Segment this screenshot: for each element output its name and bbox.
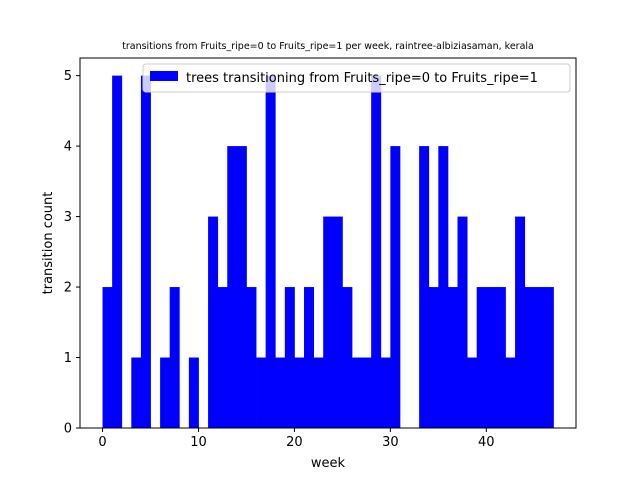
bar-week-27 [361, 357, 372, 428]
bar-week-6 [160, 357, 171, 428]
bar-week-9 [188, 357, 199, 428]
bar-week-15 [246, 287, 257, 428]
y-axis-label: transition count [41, 192, 56, 295]
plot-frame [79, 57, 577, 429]
bar-week-14 [236, 146, 247, 428]
bar-week-12 [217, 287, 228, 428]
y-tick-label: 4 [64, 140, 72, 155]
bar-week-45 [534, 287, 545, 428]
bar-week-24 [332, 216, 343, 428]
y-tick-label: 0 [64, 422, 72, 437]
bar-week-43 [515, 216, 526, 428]
bar-week-40 [486, 287, 497, 428]
bar-week-23 [323, 216, 334, 428]
bar-week-39 [476, 287, 487, 428]
bar-week-17 [265, 75, 276, 429]
legend-swatch [150, 71, 178, 81]
x-axis-label: week [311, 456, 346, 471]
y-axis-ticks: 0 1 2 3 4 5 [64, 69, 80, 437]
bar-week-1 [112, 75, 123, 429]
x-tick-label: 20 [286, 435, 303, 450]
bar-week-0 [102, 287, 113, 428]
x-tick-label: 30 [382, 435, 399, 450]
bar-week-19 [284, 287, 295, 428]
bar-week-42 [505, 357, 516, 428]
bar-week-41 [495, 287, 506, 428]
bar-week-16 [256, 357, 267, 428]
bar-week-18 [275, 357, 286, 428]
bar-week-36 [447, 287, 458, 428]
bar-week-25 [342, 287, 353, 428]
bar-week-44 [524, 287, 535, 428]
legend-box [142, 63, 571, 93]
bar-week-29 [380, 357, 391, 428]
y-tick-label: 3 [64, 210, 72, 225]
bar-week-11 [208, 216, 219, 428]
y-tick-label: 5 [64, 69, 72, 84]
legend-label: trees transitioning from Fruits_ripe=0 t… [186, 71, 538, 86]
bar-week-21 [304, 287, 315, 428]
legend: trees transitioning from Fruits_ripe=0 t… [142, 63, 571, 93]
bar-week-4 [140, 75, 151, 429]
bar-week-20 [294, 357, 305, 428]
bar-week-28 [371, 75, 382, 429]
x-axis-ticks: 0 10 20 30 40 [98, 428, 495, 450]
bars-group [102, 75, 554, 429]
bar-week-3 [131, 357, 142, 428]
bar-week-35 [438, 146, 449, 428]
bar-week-22 [313, 357, 324, 428]
bar-week-13 [227, 146, 238, 428]
y-tick-label: 1 [64, 351, 72, 366]
x-tick-label: 0 [98, 435, 106, 450]
bar-week-7 [169, 287, 180, 428]
x-tick-label: 10 [190, 435, 207, 450]
bar-week-33 [419, 146, 430, 428]
bar-week-38 [467, 357, 478, 428]
bar-week-37 [457, 216, 468, 428]
bar-week-30 [390, 146, 401, 428]
y-tick-label: 2 [64, 281, 72, 296]
bar-week-46 [543, 287, 554, 428]
x-tick-label: 40 [478, 435, 495, 450]
bar-week-34 [428, 287, 439, 428]
chart-title: transitions from Fruits_ripe=0 to Fruits… [122, 41, 534, 52]
bar-week-26 [351, 357, 362, 428]
